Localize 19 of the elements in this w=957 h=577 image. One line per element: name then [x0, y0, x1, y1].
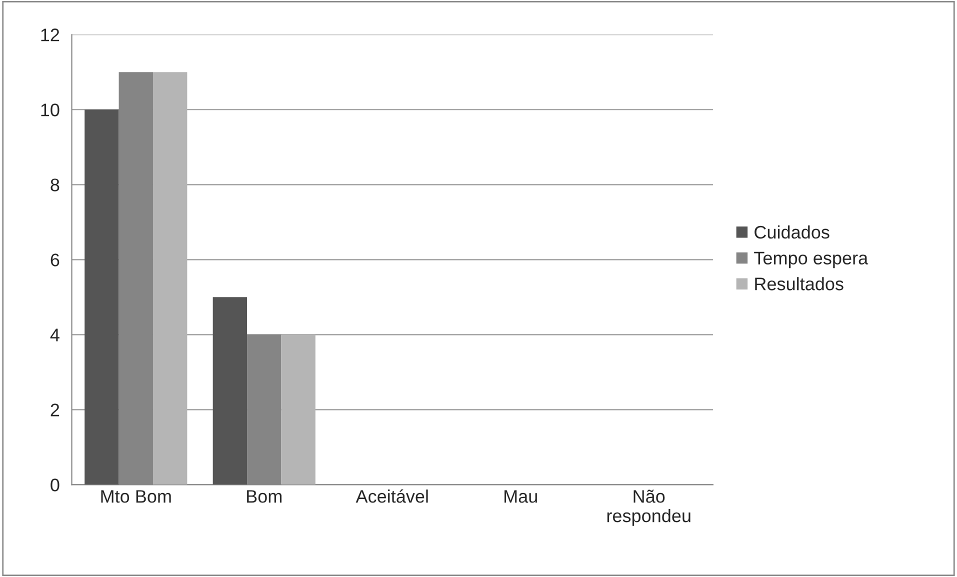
x-tick-label: Aceitável — [356, 489, 428, 503]
legend-label: Cuidados — [754, 225, 830, 239]
bar — [281, 334, 316, 485]
legend-label: Resultados — [755, 277, 844, 290]
x-tick-label: Não respondeu — [607, 490, 690, 526]
y-tick-label: 2 — [50, 404, 60, 416]
x-tick-label: Mau — [504, 490, 537, 503]
x-tick-label: Bom — [247, 490, 282, 503]
y-tick-label: 10 — [41, 104, 60, 116]
y-tick-label: 12 — [41, 28, 60, 42]
bar — [212, 297, 248, 485]
y-tick-label: 6 — [50, 254, 60, 266]
legend-label: Tempo espera — [754, 252, 868, 268]
bar — [152, 72, 188, 485]
bar — [84, 110, 119, 485]
x-tick-label: Mto Bom — [101, 490, 171, 503]
y-tick-label: 4 — [50, 328, 60, 342]
y-tick-label: 0 — [50, 478, 60, 492]
y-tick-label: 8 — [50, 178, 60, 192]
